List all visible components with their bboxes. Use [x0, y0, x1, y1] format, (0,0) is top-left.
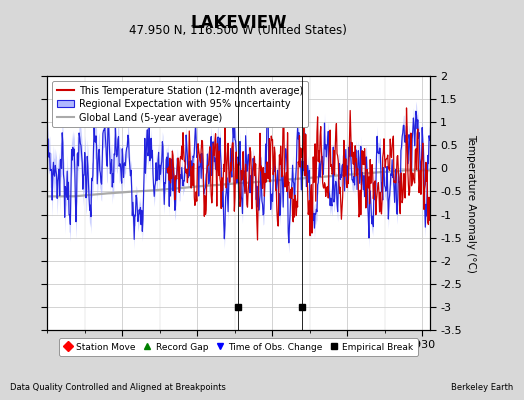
Text: LAKEVIEW: LAKEVIEW: [190, 14, 287, 32]
Text: Berkeley Earth: Berkeley Earth: [451, 383, 514, 392]
Text: 47.950 N, 116.500 W (United States): 47.950 N, 116.500 W (United States): [129, 24, 347, 37]
Legend: This Temperature Station (12-month average), Regional Expectation with 95% uncer: This Temperature Station (12-month avera…: [52, 81, 308, 127]
Legend: Station Move, Record Gap, Time of Obs. Change, Empirical Break: Station Move, Record Gap, Time of Obs. C…: [59, 338, 418, 356]
Y-axis label: Temperature Anomaly (°C): Temperature Anomaly (°C): [466, 134, 476, 272]
Text: Data Quality Controlled and Aligned at Breakpoints: Data Quality Controlled and Aligned at B…: [10, 383, 226, 392]
